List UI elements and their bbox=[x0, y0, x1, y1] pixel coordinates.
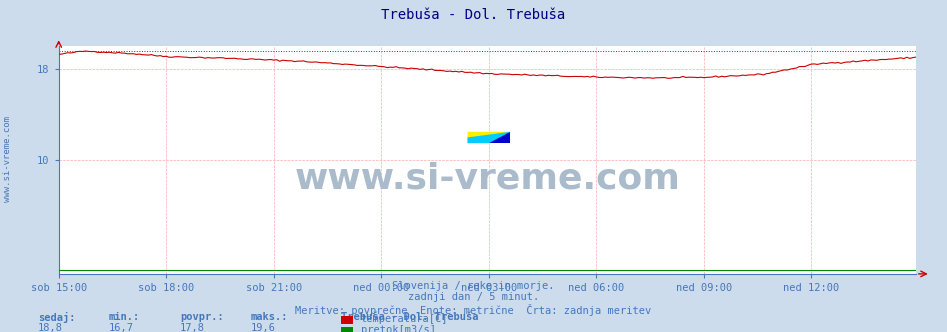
Text: Slovenija / reke in morje.: Slovenija / reke in morje. bbox=[392, 281, 555, 290]
Text: Trebuša - Dol. Trebuša: Trebuša - Dol. Trebuša bbox=[382, 8, 565, 22]
Text: www.si-vreme.com: www.si-vreme.com bbox=[295, 161, 680, 196]
Text: zadnji dan / 5 minut.: zadnji dan / 5 minut. bbox=[408, 292, 539, 302]
Text: 16,7: 16,7 bbox=[109, 323, 134, 332]
Text: 18,8: 18,8 bbox=[38, 323, 63, 332]
Text: sedaj:: sedaj: bbox=[38, 312, 76, 323]
Polygon shape bbox=[468, 132, 510, 143]
Text: Meritve: povprečne  Enote: metrične  Črta: zadnja meritev: Meritve: povprečne Enote: metrične Črta:… bbox=[295, 304, 652, 316]
Text: min.:: min.: bbox=[109, 312, 140, 322]
Text: 17,8: 17,8 bbox=[180, 323, 205, 332]
Text: 19,6: 19,6 bbox=[251, 323, 276, 332]
Polygon shape bbox=[468, 132, 510, 143]
Text: povpr.:: povpr.: bbox=[180, 312, 223, 322]
Text: pretok[m3/s]: pretok[m3/s] bbox=[361, 325, 436, 332]
Text: www.si-vreme.com: www.si-vreme.com bbox=[3, 116, 12, 203]
Text: maks.:: maks.: bbox=[251, 312, 289, 322]
Polygon shape bbox=[468, 132, 510, 143]
Text: Trebuša - Dol. Trebuša: Trebuša - Dol. Trebuša bbox=[341, 312, 478, 322]
Text: temperatura[C]: temperatura[C] bbox=[361, 314, 448, 324]
